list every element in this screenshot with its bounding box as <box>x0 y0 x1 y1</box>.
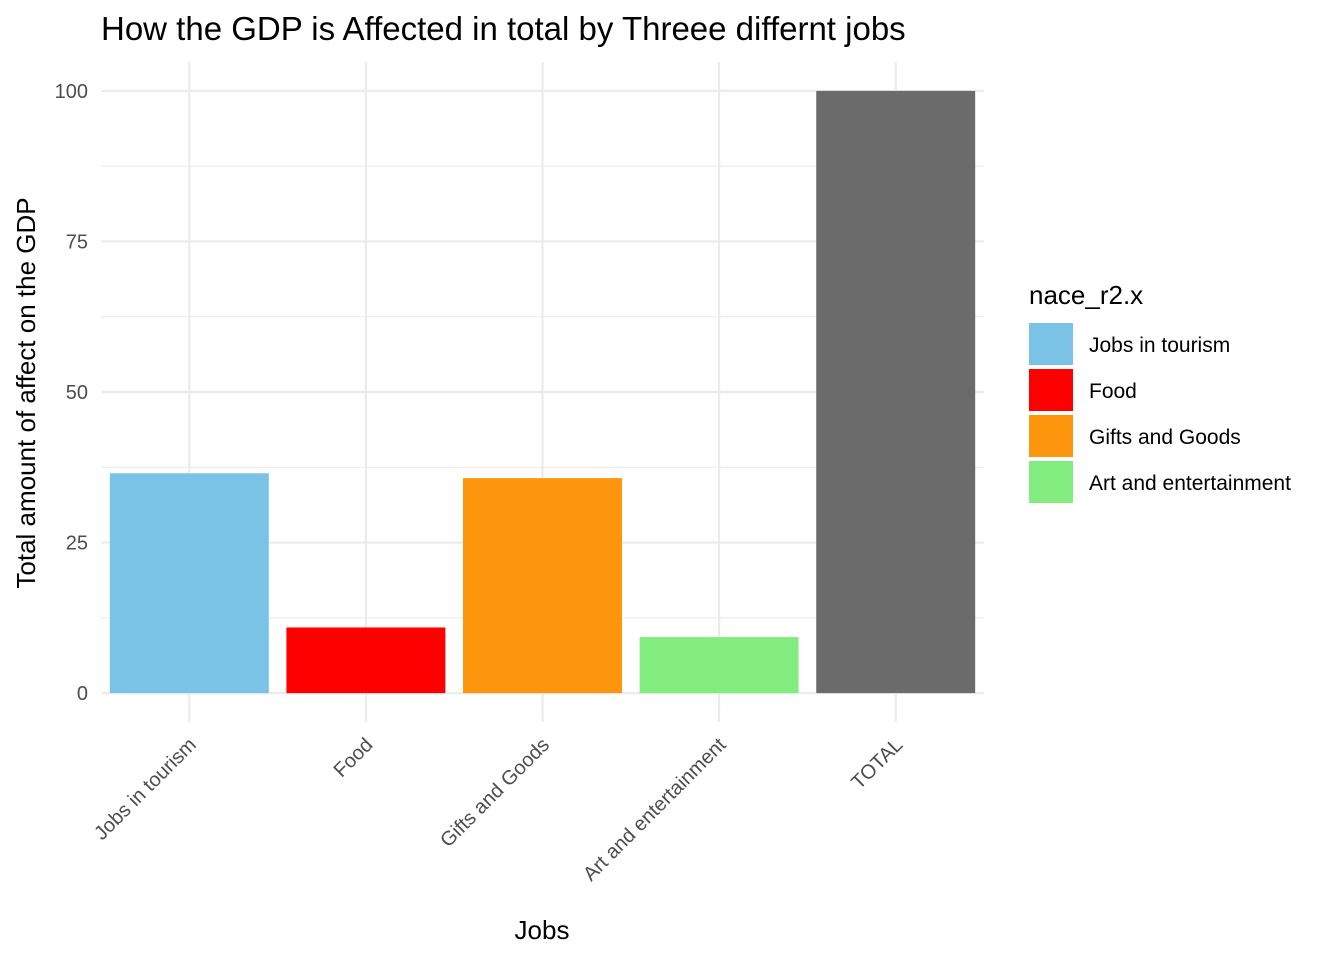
legend-key <box>1029 323 1073 365</box>
chart-title: How the GDP is Affected in total by Thre… <box>101 10 906 47</box>
bar-jobs-in-tourism <box>109 473 269 694</box>
legend-key <box>1029 415 1073 457</box>
legend-label: Art and entertainment <box>1089 472 1291 495</box>
x-tick-label: Art and entertainment <box>579 734 731 886</box>
x-tick-label: Gifts and Goods <box>436 734 554 852</box>
x-tick-label: Jobs in tourism <box>90 734 201 845</box>
bar-art-and-entertainment <box>639 637 799 694</box>
legend-label: Food <box>1089 380 1137 403</box>
legend-title: nace_r2.x <box>1029 280 1143 310</box>
bar-total <box>816 90 976 694</box>
y-axis-title: Total amount of affect on the GDP <box>11 197 41 588</box>
bar-gifts-and-goods <box>463 478 622 694</box>
legend-key <box>1029 369 1073 411</box>
x-axis-title: Jobs <box>515 915 570 945</box>
legend-label: Gifts and Goods <box>1089 426 1241 449</box>
bars <box>109 90 976 694</box>
y-tick-label: 75 <box>66 231 88 253</box>
y-axis-ticks: 0 25 50 75 100 <box>55 81 88 705</box>
legend-key <box>1029 461 1073 503</box>
x-tick-label: Food <box>330 734 378 782</box>
y-tick-label: 100 <box>55 81 88 103</box>
y-tick-label: 25 <box>66 533 88 555</box>
x-tick-label: TOTAL <box>847 734 907 794</box>
bar-food <box>286 627 446 694</box>
y-tick-label: 0 <box>77 683 88 705</box>
legend-label: Jobs in tourism <box>1089 334 1230 357</box>
y-tick-label: 50 <box>66 382 88 404</box>
x-axis-ticks: Jobs in tourism Food Gifts and Goods Art an… <box>90 734 907 886</box>
legend: nace_r2.x Jobs in tourism Food Gifts and G… <box>1029 280 1291 503</box>
